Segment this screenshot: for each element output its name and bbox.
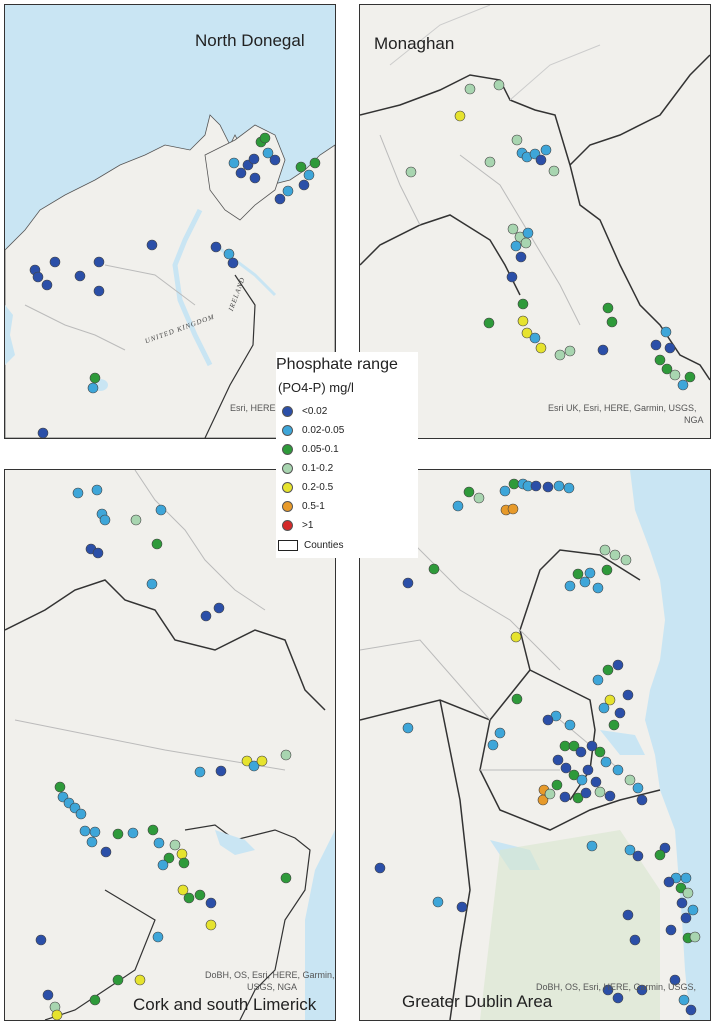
attribution-dublin: DoBH, OS, Esri, HERE, Garmin, USGS, [536,982,697,992]
cork-map [5,470,335,1020]
map-panel-monaghan: Monaghan Esri UK, Esri, HERE, Garmin, US… [359,4,711,439]
legend-item-gt-1: >1 [282,518,313,532]
attribution-cork-line2: USGS, NGA [247,982,298,992]
panel-title-north-donegal: North Donegal [195,31,305,50]
legend-item-0-05-0-1: 0.05-0.1 [282,442,339,456]
attribution-cork: DoBH, OS, Esri, HERE, Garmin, [205,970,335,980]
panel-title-cork: Cork and south Limerick [133,995,317,1014]
legend-swatch-circle-icon [282,424,293,436]
legend-label: 0.05-0.1 [302,443,339,455]
legend-label: 0.1-0.2 [302,462,334,474]
legend-item-0-5-1: 0.5-1 [282,499,325,513]
map-panel-dublin: DoBH, OS, Esri, HERE, Garmin, USGS, Grea… [359,469,711,1021]
map-panel-cork: DoBH, OS, Esri, HERE, Garmin, USGS, NGA … [4,469,336,1021]
legend-swatch-circle-icon [282,443,293,455]
legend-label: 0.5-1 [302,500,325,512]
monaghan-sample-points [405,79,696,391]
legend-subtitle: (PO4-P) mg/l [278,380,354,395]
monaghan-map [360,5,710,438]
attribution-monaghan-line2: NGA [684,415,704,425]
legend-label: Counties [304,539,344,551]
legend-item-0-02-0-05: 0.02-0.05 [282,423,344,437]
map-panel-north-donegal: North Donegal IRELAND UNITED KINGDOM Esr… [4,4,336,439]
legend-item-counties: Counties [278,538,343,552]
panel-title-monaghan: Monaghan [374,34,455,53]
legend-label: 0.2-0.5 [302,481,334,493]
legend-title: Phosphate range [276,356,398,373]
legend-label: 0.02-0.05 [302,424,345,436]
legend-label: >1 [302,519,314,531]
north-donegal-sample-points [29,132,321,438]
legend-swatch-circle-icon [282,481,293,493]
county-boundary-box-icon [278,539,298,551]
legend-item-0-2-0-5: 0.2-0.5 [282,480,333,494]
map-legend: Phosphate range (PO4-P) mg/l <0.02 0.02-… [276,352,418,558]
legend-swatch-circle-icon [282,405,293,417]
dublin-map [360,470,710,1020]
legend-swatch-circle-icon [282,519,293,531]
legend-swatch-circle-icon [282,500,293,512]
legend-item-lt-0-02: <0.02 [282,404,327,418]
dublin-sample-points [374,478,701,1016]
cork-sample-points [35,484,292,1020]
legend-label: <0.02 [302,405,328,417]
panel-title-dublin: Greater Dublin Area [402,992,553,1011]
north-donegal-map [5,5,335,438]
attribution-monaghan: Esri UK, Esri, HERE, Garmin, USGS, [548,403,697,413]
legend-item-0-1-0-2: 0.1-0.2 [282,461,333,475]
legend-swatch-circle-icon [282,462,293,474]
